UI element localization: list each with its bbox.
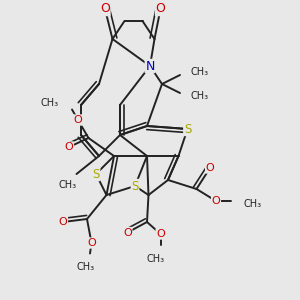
Text: CH₃: CH₃ [58, 180, 76, 190]
Text: O: O [58, 217, 68, 227]
Text: N: N [145, 59, 155, 73]
Text: O: O [87, 238, 96, 248]
Text: CH₃: CH₃ [40, 98, 58, 109]
Text: O: O [156, 2, 165, 16]
Text: CH₃: CH₃ [147, 254, 165, 263]
Text: CH₃: CH₃ [76, 262, 94, 272]
Text: CH₃: CH₃ [243, 199, 261, 209]
Text: S: S [131, 179, 139, 193]
Text: CH₃: CH₃ [190, 67, 208, 77]
Text: O: O [206, 163, 214, 173]
Text: O: O [212, 196, 220, 206]
Text: O: O [74, 115, 82, 125]
Text: S: S [184, 122, 191, 136]
Text: O: O [64, 142, 74, 152]
Text: CH₃: CH₃ [190, 91, 208, 101]
Text: S: S [92, 167, 100, 181]
Text: O: O [156, 229, 165, 239]
Text: O: O [100, 2, 110, 16]
Text: O: O [123, 227, 132, 238]
